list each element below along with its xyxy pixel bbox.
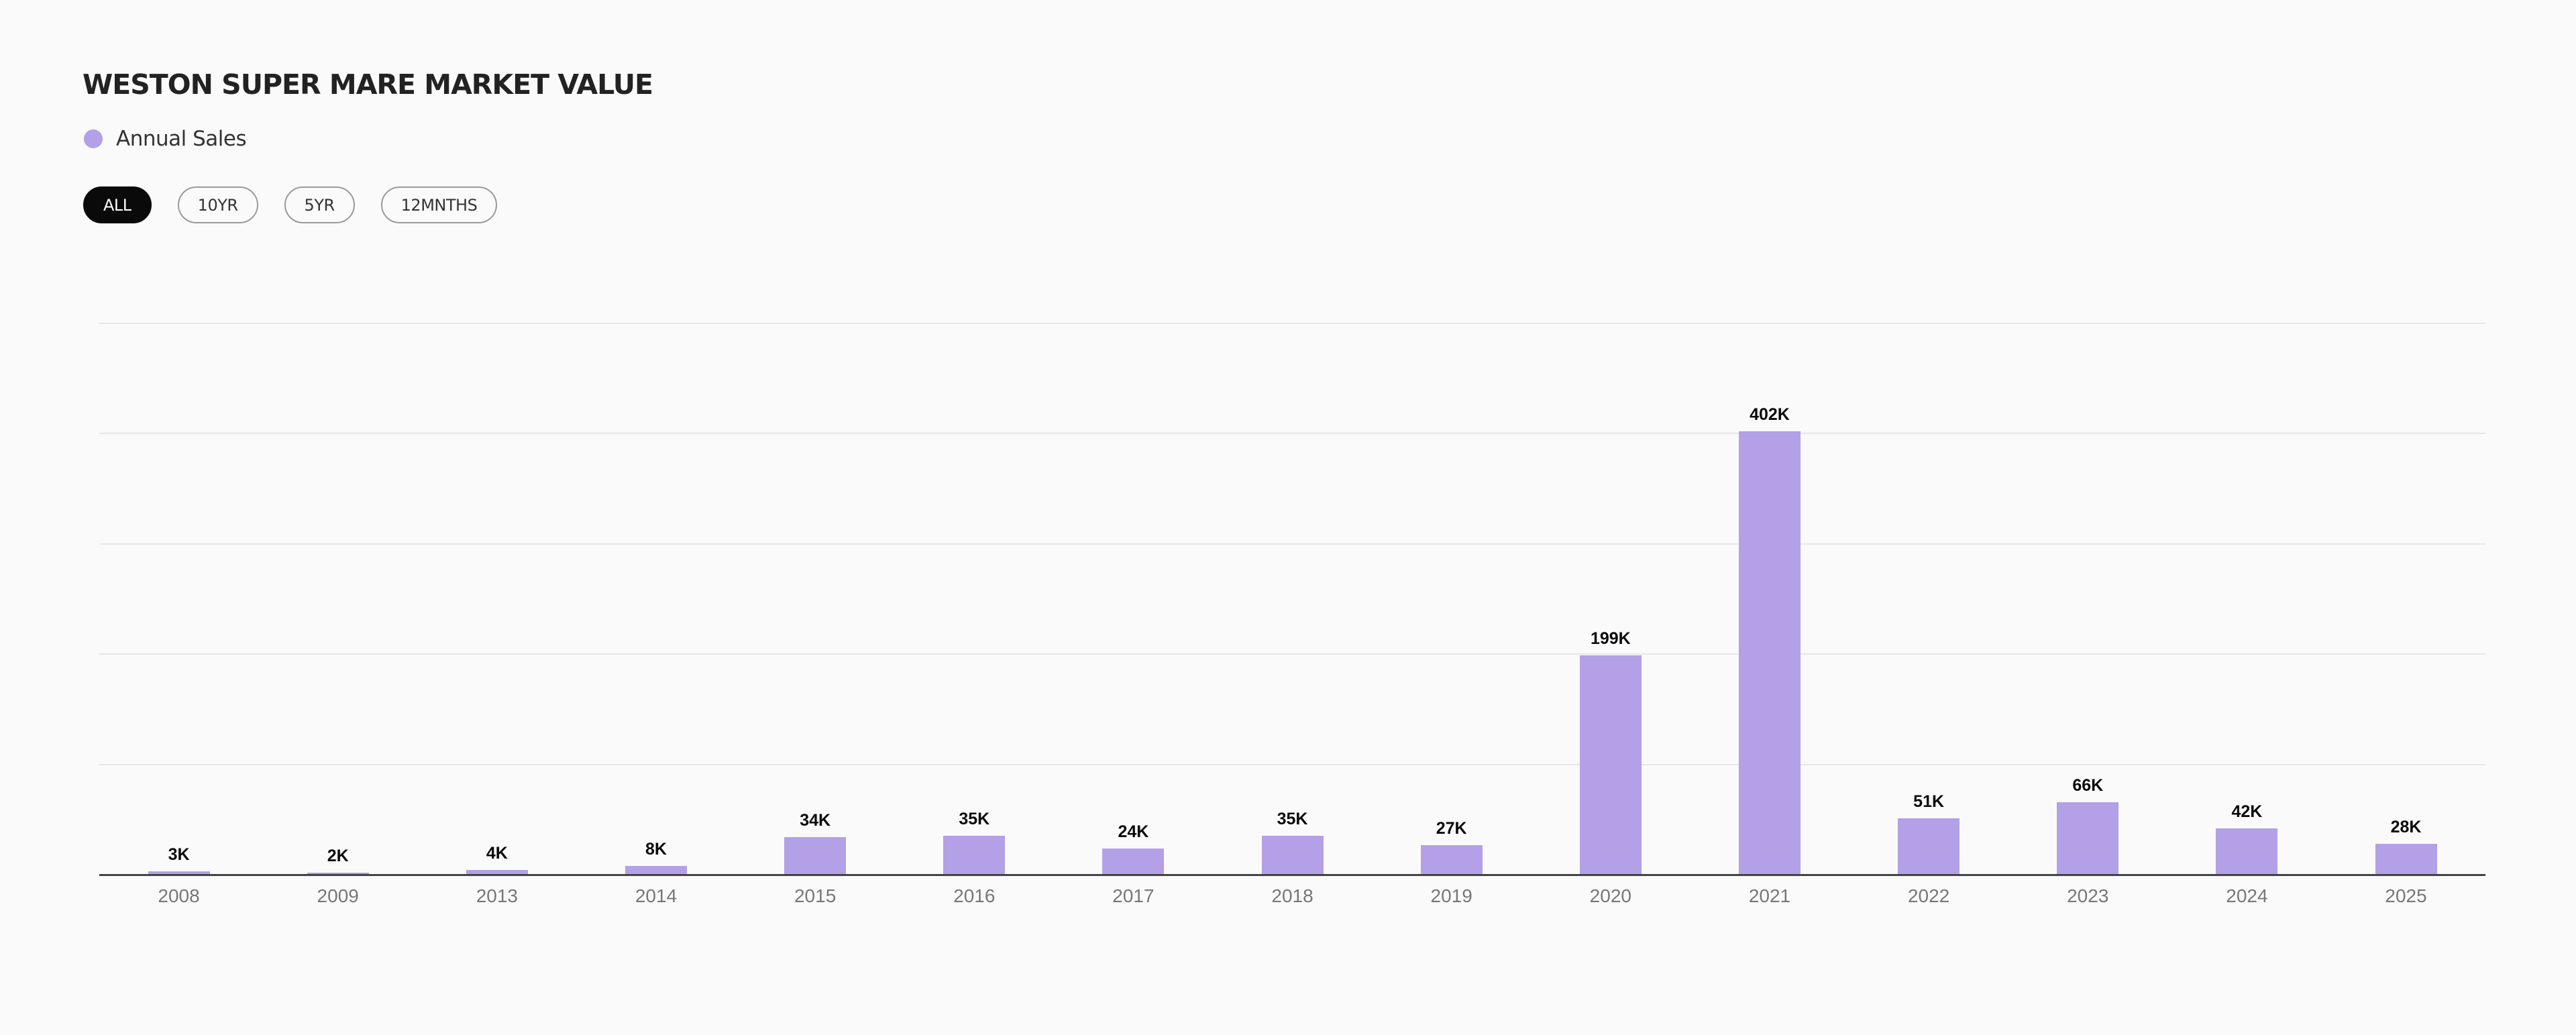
x-axis-label: 2008: [158, 885, 200, 906]
legend-label: Annual Sales: [116, 127, 247, 151]
bar-value-label: 402K: [1750, 405, 1790, 425]
range-all-button[interactable]: ALL: [83, 186, 152, 223]
bar-series-annual-sales: 3K 2008 2K 2009 4K 2013 8K 2014 34K 2015 35K 2016 24…: [99, 323, 2485, 906]
legend-dot-icon: [84, 129, 103, 148]
gridline: [99, 653, 2485, 655]
bar-value-label: 199K: [1590, 629, 1631, 648]
gridline: [99, 763, 2485, 765]
bar[interactable]: [2057, 802, 2119, 875]
bar-value-label: 51K: [1913, 792, 1945, 812]
bar-value-label: 27K: [1436, 818, 1467, 838]
range-5yr-button[interactable]: 5YR: [284, 186, 355, 223]
gridline: [99, 323, 2485, 324]
x-axis-label: 2014: [635, 885, 678, 906]
bar-chart: 3K 2008 2K 2009 4K 2013 8K 2014 34K 2015 35K 2016 24…: [99, 323, 2485, 906]
bar-column: 35K 2018: [1213, 323, 1372, 906]
x-axis-label: 2025: [2385, 885, 2427, 906]
bar-value-label: 2K: [327, 846, 349, 865]
bar-value-label: 66K: [2072, 775, 2104, 795]
bar-column: 402K 2021: [1690, 323, 1849, 906]
x-axis-label: 2023: [2067, 885, 2109, 906]
x-axis-label: 2016: [953, 885, 996, 906]
x-axis-label: 2019: [1430, 885, 1472, 906]
bar-column: 27K 2019: [1372, 323, 1531, 906]
bar-column: 66K 2023: [2008, 323, 2167, 906]
x-axis-label: 2017: [1112, 885, 1155, 906]
bar-value-label: 24K: [1118, 822, 1149, 841]
bar[interactable]: [307, 872, 369, 875]
bar-value-label: 34K: [800, 811, 831, 830]
bar[interactable]: [1738, 431, 1801, 875]
bar[interactable]: [1102, 848, 1165, 875]
range-12mnths-button[interactable]: 12MNTHS: [380, 186, 498, 223]
legend: Annual Sales: [84, 125, 247, 153]
bar-value-label: 42K: [2231, 802, 2263, 821]
gridline: [99, 543, 2485, 545]
x-axis-label: 2024: [2226, 885, 2268, 906]
x-axis-label: 2022: [1907, 885, 1950, 906]
bar[interactable]: [1579, 655, 1642, 875]
bar[interactable]: [1261, 836, 1324, 875]
bar-value-label: 35K: [1277, 810, 1308, 829]
bar[interactable]: [2375, 843, 2437, 875]
bar-value-label: 8K: [645, 839, 667, 859]
bar-value-label: 28K: [2390, 817, 2422, 836]
bar-value-label: 4K: [486, 844, 508, 863]
bar-column: 199K 2020: [1531, 323, 1690, 906]
bar-column: 35K 2016: [895, 323, 1054, 906]
bar-column: 2K 2009: [258, 323, 417, 906]
chart-title: WESTON SUPER MARE MARKET VALUE: [83, 68, 653, 101]
range-10yr-button[interactable]: 10YR: [177, 186, 258, 223]
bar-column: 28K 2025: [2326, 323, 2485, 906]
bar-column: 42K 2024: [2167, 323, 2326, 906]
x-axis-line: [99, 874, 2485, 876]
bar[interactable]: [466, 870, 528, 875]
x-axis-label: 2015: [794, 885, 837, 906]
x-axis-label: 2018: [1271, 885, 1313, 906]
bar[interactable]: [625, 865, 687, 875]
bar-column: 24K 2017: [1054, 323, 1213, 906]
bar[interactable]: [1420, 845, 1483, 875]
x-axis-label: 2009: [317, 885, 359, 906]
bar-column: 34K 2015: [736, 323, 895, 906]
bar-column: 8K 2014: [576, 323, 735, 906]
x-axis-label: 2013: [476, 885, 518, 906]
bar-value-label: 3K: [168, 845, 190, 865]
bar[interactable]: [943, 836, 1006, 875]
x-axis-label: 2021: [1748, 885, 1791, 906]
bar[interactable]: [148, 871, 210, 875]
bar-column: 4K 2013: [417, 323, 576, 906]
gridline: [99, 433, 2485, 435]
bar-column: 3K 2008: [99, 323, 258, 906]
bar[interactable]: [784, 837, 847, 875]
bar-value-label: 35K: [959, 810, 990, 829]
time-range-selector: ALL 10YR 5YR 12MNTHS: [83, 186, 498, 223]
bar[interactable]: [1898, 818, 1960, 875]
bar[interactable]: [2216, 828, 2278, 875]
x-axis-label: 2020: [1589, 885, 1631, 906]
bar-column: 51K 2022: [1849, 323, 2008, 906]
